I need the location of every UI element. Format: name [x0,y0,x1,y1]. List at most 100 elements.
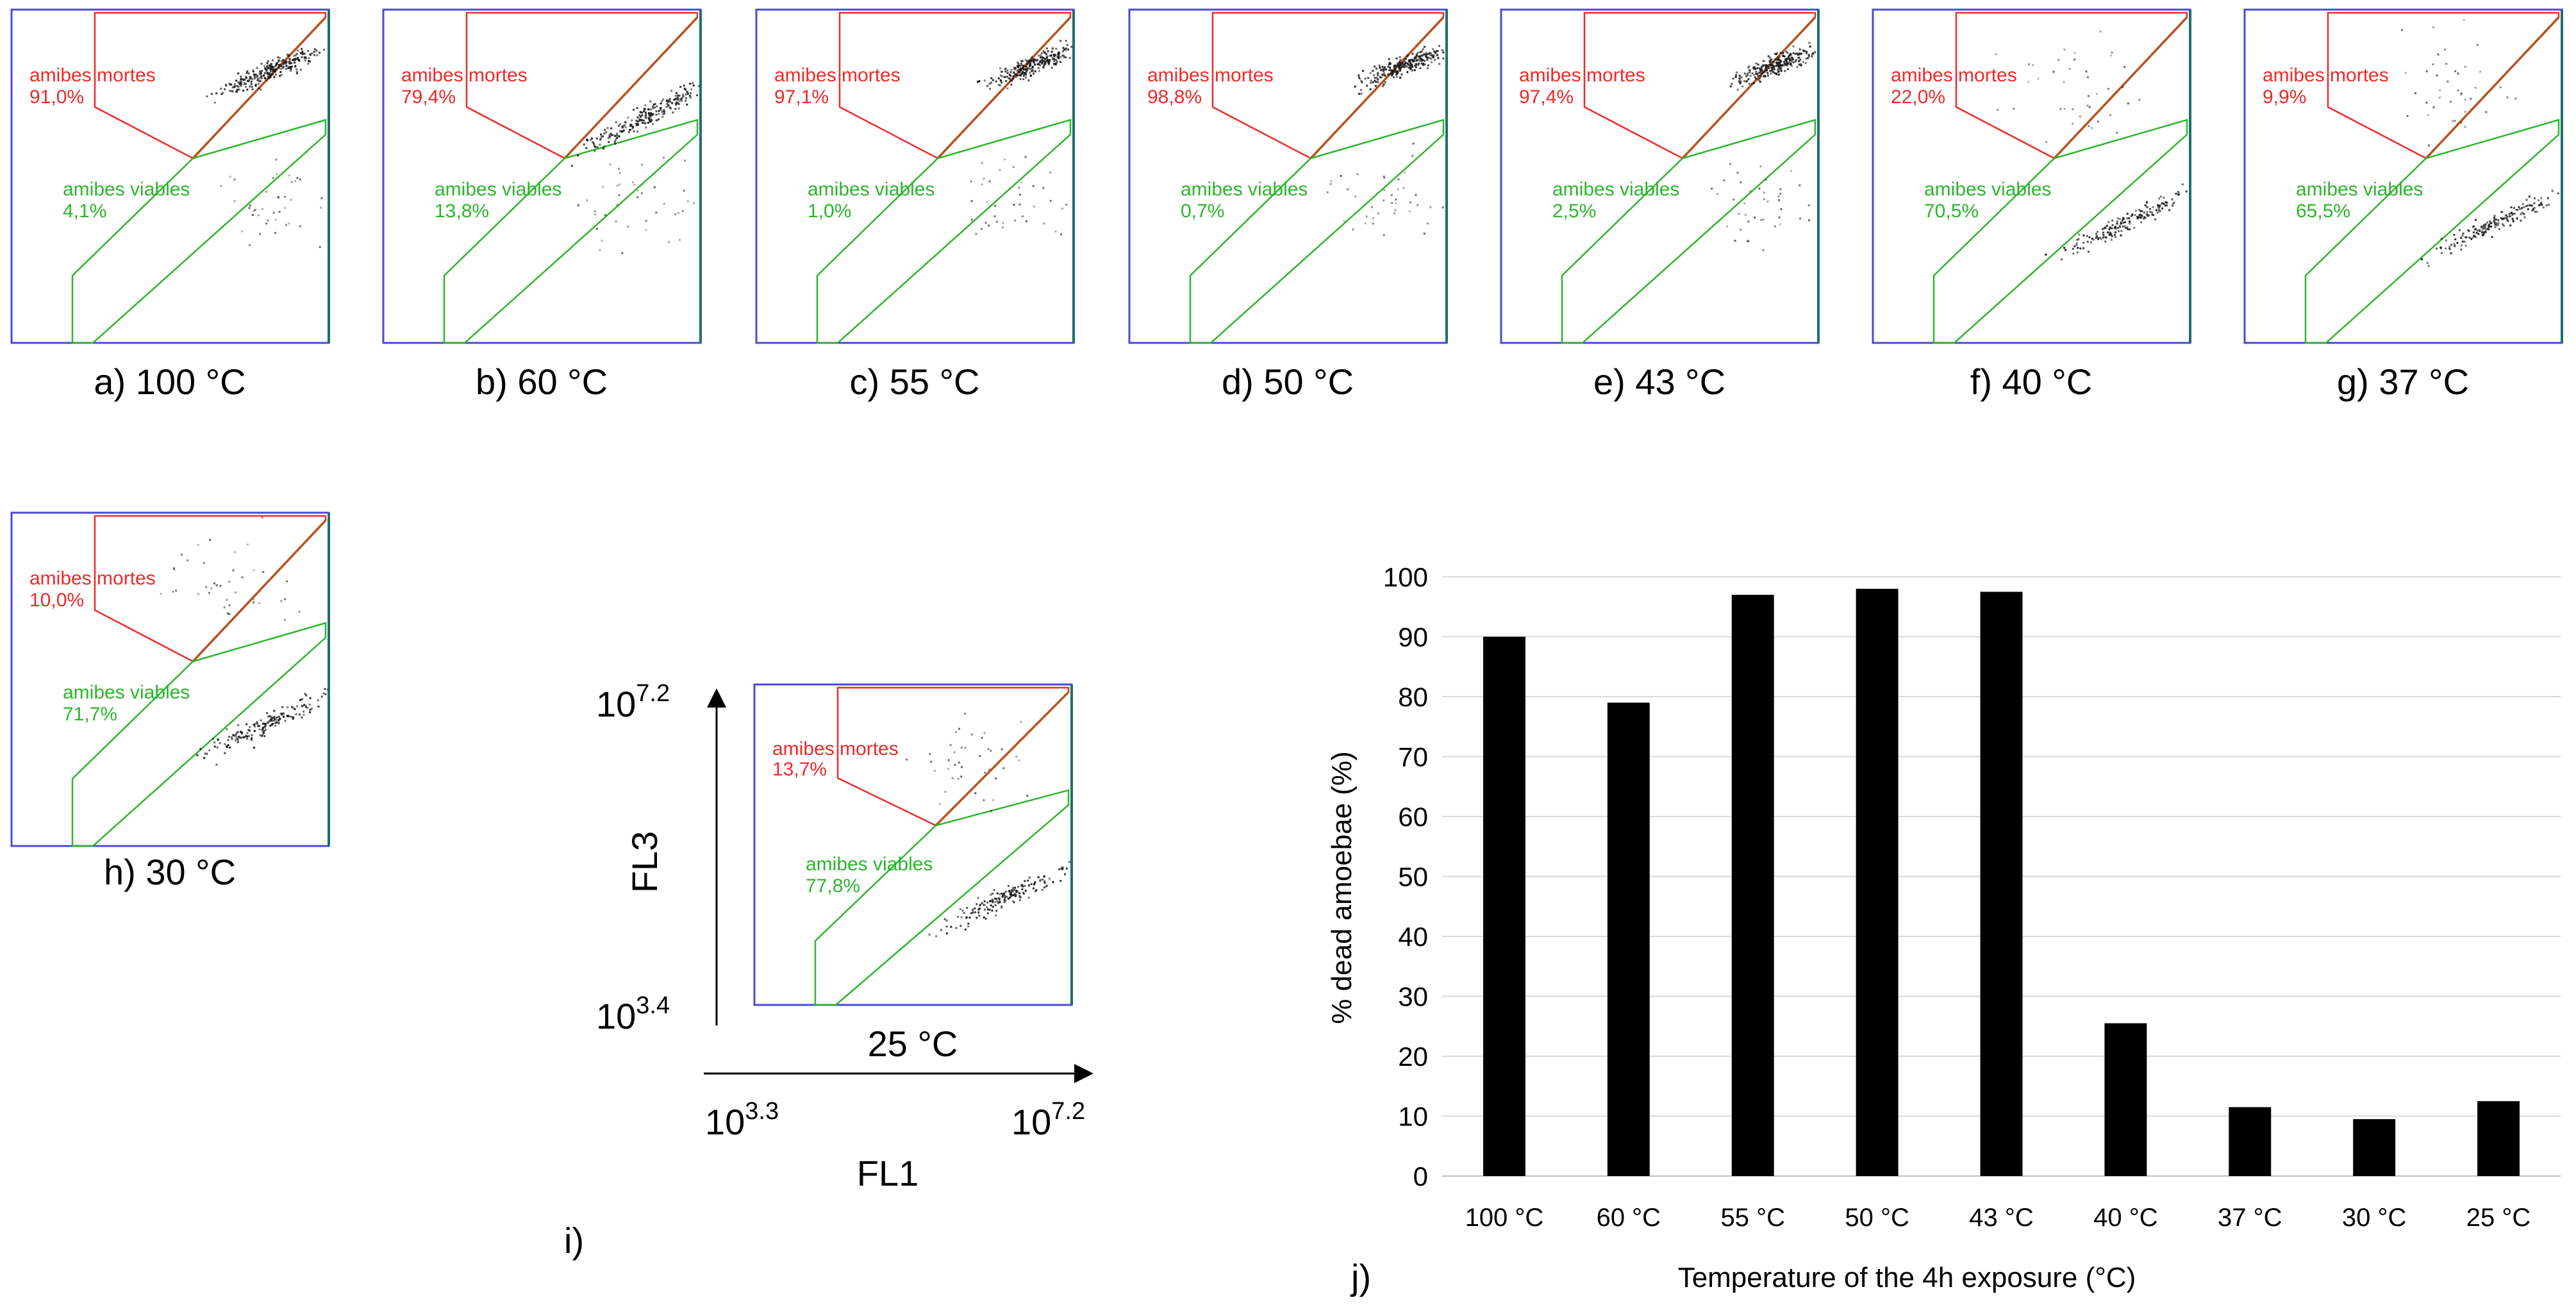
event-dot [2425,70,2428,72]
event-dot [1743,80,1746,83]
event-dot [604,214,606,216]
event-dot [988,768,990,770]
event-dot [271,717,274,720]
event-dot [1033,58,1035,61]
event-dot [2158,197,2161,200]
event-dot [980,228,983,230]
event-dot [1791,65,1793,67]
event-dot [990,77,993,79]
event-dot [267,60,269,62]
x-right-exponent: 7.2 [1051,1098,1085,1125]
event-dot [1008,74,1011,76]
event-dot [199,748,202,750]
event-dot [1059,879,1062,882]
event-dot [1760,219,1763,221]
event-dot [220,87,222,90]
diagonal-line [1681,16,1816,160]
event-dot [1065,49,1067,51]
event-dot [1776,64,1779,67]
event-dot [2467,229,2470,231]
event-dot [175,590,178,592]
event-dot [2185,190,2188,193]
event-dot [1380,76,1383,79]
event-dot [2073,51,2076,54]
y-tick-label: 20 [1398,1041,1428,1072]
event-dot [608,134,611,137]
event-dot [1412,142,1415,145]
event-dot [2092,238,2095,241]
event-dot [250,80,253,83]
event-dot [683,85,685,87]
event-dot [2541,204,2543,206]
event-dot [960,925,962,927]
event-dot [1391,202,1393,204]
event-dot [2529,204,2531,206]
event-dots [1711,42,1816,251]
event-dot [1426,67,1429,69]
event-dot [279,713,282,715]
event-dot [2076,238,2079,241]
event-dot [1790,63,1792,65]
event-dot [2448,247,2451,250]
event-dot [2045,141,2048,144]
y-tick-label: 30 [1398,982,1428,1012]
event-dot [1765,69,1768,71]
event-dot [649,108,652,111]
event-dot [1423,60,1425,62]
event-dot [1013,72,1015,74]
event-dot [1001,895,1004,897]
event-dot [2461,235,2464,236]
event-dot [1023,69,1025,70]
event-dot [2525,205,2527,208]
event-dot [1019,67,1022,69]
event-dot [2539,204,2541,206]
event-dot [301,705,303,708]
event-dot [2077,247,2079,249]
event-dot [1029,59,1032,62]
event-dot [1051,51,1053,53]
event-dot [1033,62,1035,64]
event-dot [2484,226,2486,228]
event-dot [1779,188,1782,190]
event-dot [1054,63,1057,66]
event-dot [1012,166,1015,169]
event-dot [690,96,692,99]
event-dot [697,85,700,87]
event-dot [1013,203,1015,206]
event-dot [600,137,602,140]
panel-caption: e) 43 °C [1593,361,1725,402]
event-dot [2109,231,2112,234]
event-dot [1758,67,1761,70]
event-dot [278,196,280,199]
event-dot [1039,60,1042,62]
event-dot [1361,81,1363,83]
event-dot [1056,62,1058,64]
event-dot [632,181,634,183]
event-dot [957,916,959,918]
event-dot [1785,60,1788,62]
diagonal-line [1309,16,1445,160]
event-dot [1402,64,1405,67]
event-dot [977,911,980,913]
event-dot [2493,219,2496,221]
event-dot [679,86,682,88]
event-dot [1404,58,1407,60]
event-dot [1785,51,1788,53]
event-dot [288,222,290,225]
event-dot [1026,70,1027,72]
event-dot [2127,102,2129,104]
event-dot [977,908,980,911]
event-dot [1012,204,1015,206]
event-dot [2460,93,2463,95]
event-dot [964,747,967,749]
event-dot [2488,225,2491,228]
event-dot [269,72,271,74]
event-dot [254,208,256,211]
event-dot [274,69,276,72]
event-dot [286,715,288,717]
event-dot [249,78,251,80]
event-dot [649,117,652,119]
event-dot [1362,70,1365,72]
event-dot [2096,93,2098,95]
event-dot [583,144,585,145]
